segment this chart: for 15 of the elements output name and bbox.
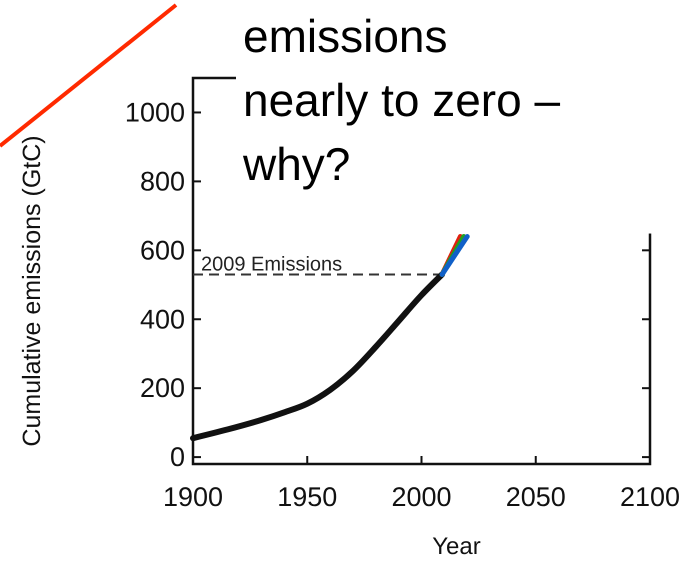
y-axis-title: Cumulative emissions (GtC)	[18, 135, 46, 447]
x-tick-label: 2100	[620, 482, 680, 512]
y-tick-label: 800	[140, 166, 185, 196]
y-tick-label: 600	[140, 235, 185, 266]
x-tick-label: 1900	[162, 482, 224, 512]
y-tick-label: 400	[140, 304, 185, 334]
y-tick-label: 1000	[124, 97, 185, 128]
x-axis-title: Year	[432, 533, 481, 560]
ref-line-label: 2009 Emissions	[201, 253, 342, 276]
x-tick-label: 2000	[391, 482, 452, 512]
y-tick-label: 0	[170, 442, 185, 472]
x-tick-label: 1950	[277, 482, 338, 512]
x-tick-label: 2050	[506, 482, 566, 512]
y-tick-label: 200	[140, 373, 185, 404]
chart-title: emissions nearly to zero – why?	[242, 10, 560, 190]
